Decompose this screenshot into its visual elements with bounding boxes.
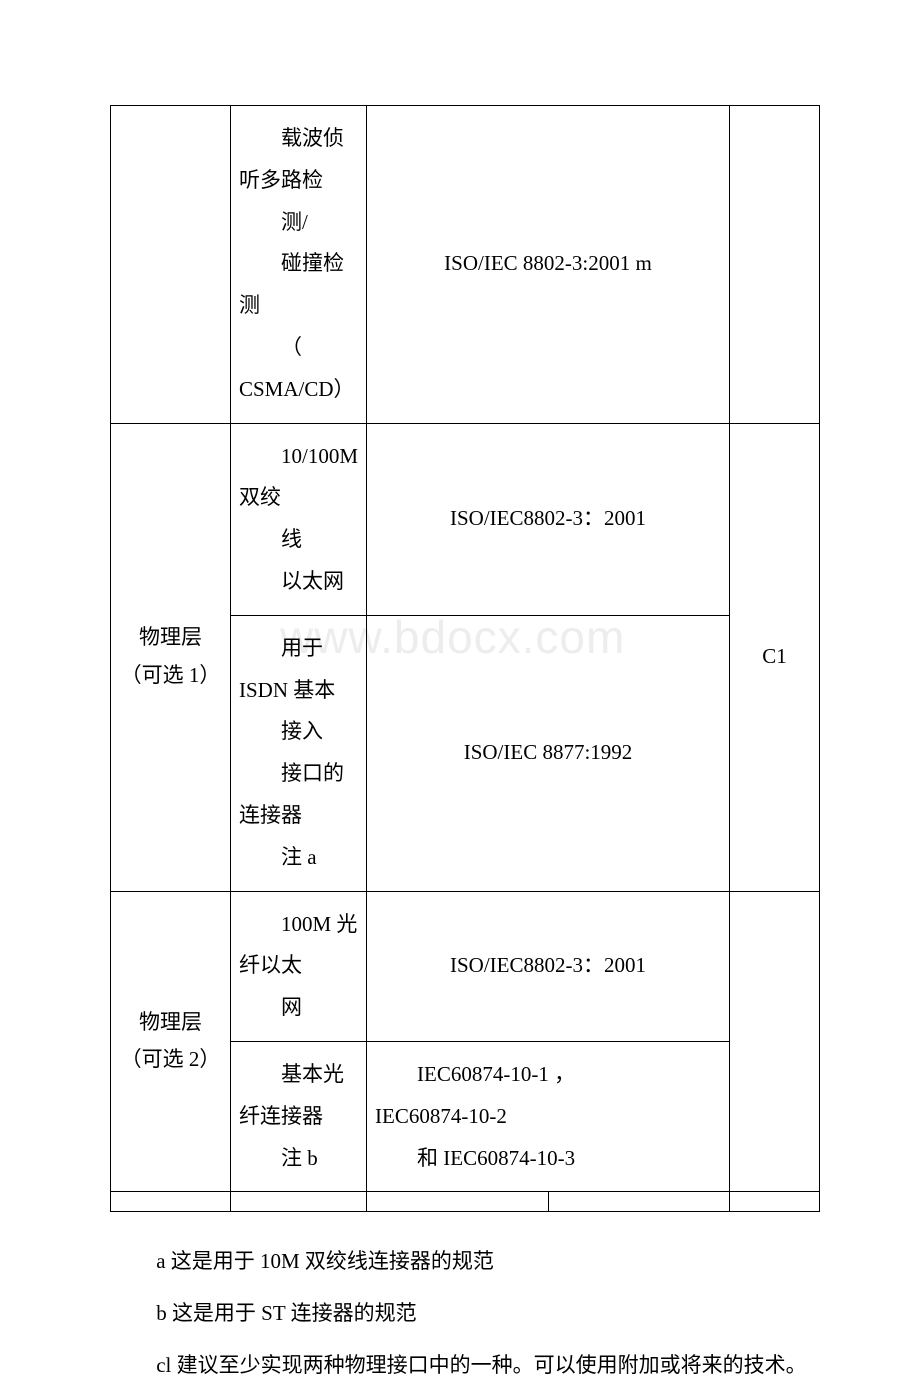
cell-text: 接入 [239,713,358,751]
cell-text: 双绞 [239,479,358,517]
cell-text: 纤连接器 [239,1098,358,1136]
cell-text: 和 IEC60874-10-3 [375,1140,721,1178]
cell-text: （可选 1） [121,663,221,687]
note-a: a 这是用于 10M 双绞线连接器的规范 [110,1240,820,1282]
cell-text: 碰撞检 [239,245,358,283]
cell-text: 物理层 [139,625,202,649]
cell-empty [367,1192,548,1212]
cell-text: 用于 [239,630,358,668]
cell-empty [730,1192,820,1212]
cell-text: 网 [239,989,358,1027]
cell-text: 听多路检 [239,162,358,200]
cell-text: 测/ [239,204,358,242]
cell-text: 物理层 [139,1010,202,1034]
cell-standard: ISO/IEC 8877:1992 [367,615,730,891]
cell-text: 连接器 [239,797,358,835]
cell-item: 载波侦 听多路检 测/ 碰撞检 测 （ CSMA/CD） [231,106,367,424]
cell-text: 以太网 [239,563,358,601]
cell-item: 10/100M 双绞 线 以太网 [231,423,367,615]
cell-text: 100M 光 [239,906,358,944]
cell-empty [548,1192,730,1212]
cell-text: ISDN 基本 [239,672,358,710]
cell-item: 100M 光 纤以太 网 [231,891,367,1041]
cell-text: 载波侦 [239,120,358,158]
cell-cat [730,891,820,1192]
cell-text: 注 a [239,839,358,877]
footnotes: a 这是用于 10M 双绞线连接器的规范 b 这是用于 ST 连接器的规范 cl… [110,1240,820,1386]
cell-layer [111,106,231,424]
table-row [111,1192,820,1212]
cell-text: 10/100M [239,438,358,476]
cell-text: 接口的 [239,755,358,793]
cell-layer: 物理层 （可选 1） [111,423,231,891]
cell-text: 纤以太 [239,947,358,985]
cell-text: （ [239,329,358,367]
table-row: 载波侦 听多路检 测/ 碰撞检 测 （ CSMA/CD） ISO/IEC 880… [111,106,820,424]
cell-text: IEC60874-10-2 [375,1098,721,1136]
note-c: cl 建议至少实现两种物理接口中的一种。可以使用附加或将来的技术。 [110,1344,820,1386]
cell-text: 基本光 [239,1056,358,1094]
cell-empty [111,1192,231,1212]
document-page: 载波侦 听多路检 测/ 碰撞检 测 （ CSMA/CD） ISO/IEC 880… [0,105,920,1386]
cell-empty [231,1192,367,1212]
note-b: b 这是用于 ST 连接器的规范 [110,1292,820,1334]
cell-cat [730,106,820,424]
cell-standard: ISO/IEC8802-3：2001 [367,891,730,1041]
cell-text: （可选 2） [121,1047,221,1071]
cell-text: 线 [239,521,358,559]
cell-text: 测 [239,287,358,325]
cell-text: CSMA/CD） [239,371,358,409]
cell-item: 基本光 纤连接器 注 b [231,1041,367,1191]
cell-text: IEC60874-10-1 ， [375,1056,721,1094]
cell-cat: C1 [730,423,820,891]
cell-standard: ISO/IEC8802-3：2001 [367,423,730,615]
table-row: 物理层 （可选 1） 10/100M 双绞 线 以太网 ISO/IEC8802-… [111,423,820,615]
cell-standard: ISO/IEC 8802-3:2001 m [367,106,730,424]
cell-item: 用于 ISDN 基本 接入 接口的 连接器 注 a [231,615,367,891]
cell-text: 注 b [239,1140,358,1178]
spec-table: 载波侦 听多路检 测/ 碰撞检 测 （ CSMA/CD） ISO/IEC 880… [110,105,820,1212]
table-row: 物理层 （可选 2） 100M 光 纤以太 网 ISO/IEC8802-3：20… [111,891,820,1041]
cell-standard: IEC60874-10-1 ， IEC60874-10-2 和 IEC60874… [367,1041,730,1191]
cell-layer: 物理层 （可选 2） [111,891,231,1192]
